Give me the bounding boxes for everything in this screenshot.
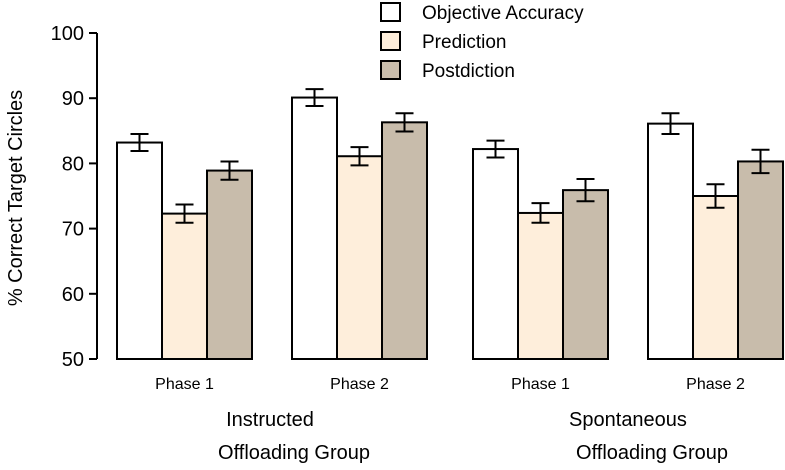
bar <box>472 148 519 360</box>
bar <box>562 189 609 360</box>
bar <box>206 169 253 360</box>
bar <box>381 121 428 360</box>
x-tick-label: Phase 1 <box>155 376 214 393</box>
bar <box>647 122 694 360</box>
group-labels: Instructed Offloading Group Spontaneous Off… <box>218 409 728 464</box>
group-label: Spontaneous <box>569 409 687 431</box>
bar <box>116 141 163 360</box>
x-tick-label: Phase 1 <box>511 376 570 393</box>
legend-swatch <box>380 31 401 51</box>
bar <box>336 155 383 360</box>
y-tick-label: 80 <box>62 153 84 175</box>
y-tick-label: 60 <box>62 284 84 306</box>
legend-label: Objective Accuracy <box>422 3 584 24</box>
x-tick-label: Phase 2 <box>686 376 745 393</box>
y-axis: 50 60 70 80 90 100 <box>51 23 98 371</box>
y-axis-label: % Correct Target Circles <box>5 90 27 306</box>
bar <box>517 211 564 360</box>
bar <box>161 212 208 360</box>
y-tick-label: 100 <box>51 23 84 45</box>
group-label: Offloading Group <box>576 442 728 464</box>
bar <box>692 195 739 360</box>
bars <box>116 88 784 360</box>
group-label: Instructed <box>226 409 314 431</box>
legend-swatch <box>380 60 401 80</box>
y-tick-label: 70 <box>62 219 84 241</box>
x-tick-labels: Phase 1 Phase 2 Phase 1 Phase 2 <box>155 376 745 393</box>
y-tick-label: 50 <box>62 349 84 371</box>
legend-swatch <box>380 2 401 22</box>
legend: Objective Accuracy Prediction Postdiction <box>380 2 584 82</box>
bar <box>291 96 338 360</box>
legend-label: Prediction <box>422 32 507 53</box>
y-tick-label: 90 <box>62 88 84 110</box>
x-tick-label: Phase 2 <box>330 376 389 393</box>
bar <box>737 160 784 360</box>
legend-label: Postdiction <box>422 61 515 82</box>
group-label: Offloading Group <box>218 442 370 464</box>
